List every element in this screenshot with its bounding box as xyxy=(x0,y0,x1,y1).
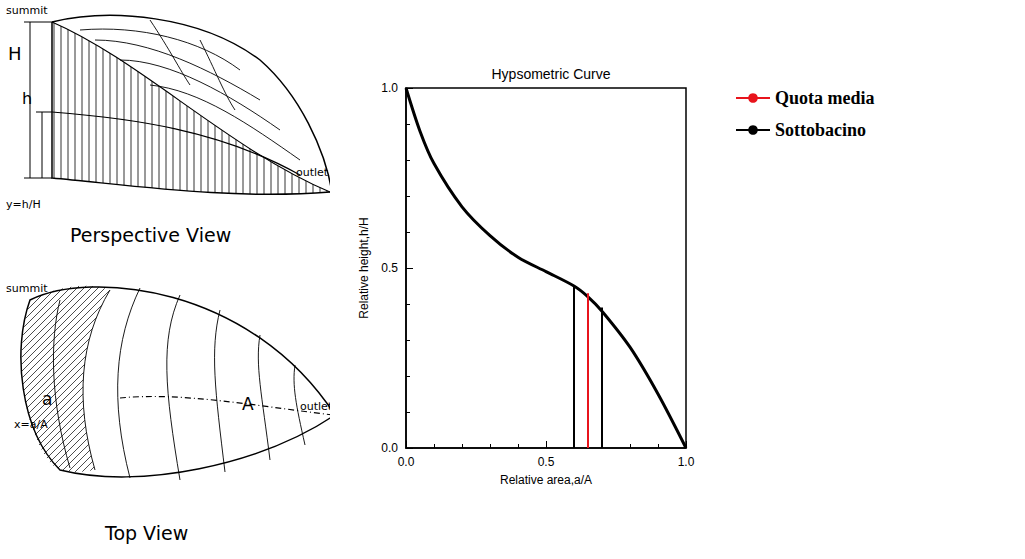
svg-text:Perspective View: Perspective View xyxy=(70,224,231,246)
svg-text:outlet: outlet xyxy=(300,400,333,413)
svg-text:1.0: 1.0 xyxy=(678,455,695,469)
svg-text:x=a/A: x=a/A xyxy=(14,418,48,431)
svg-text:0.5: 0.5 xyxy=(538,455,555,469)
svg-text:summit: summit xyxy=(6,4,48,17)
svg-text:1.0: 1.0 xyxy=(381,81,398,95)
svg-text:0.5: 0.5 xyxy=(381,261,398,275)
svg-text:Relative area,a/A: Relative area,a/A xyxy=(500,473,592,487)
svg-text:y=h/H: y=h/H xyxy=(6,198,41,211)
svg-text:Hypsometric Curve: Hypsometric Curve xyxy=(491,66,610,82)
svg-text:summit: summit xyxy=(6,282,48,295)
svg-text:Sottobacino: Sottobacino xyxy=(775,120,866,140)
svg-text:outlet: outlet xyxy=(296,166,329,179)
svg-text:H: H xyxy=(8,43,22,64)
svg-text:h: h xyxy=(22,89,32,108)
svg-text:a: a xyxy=(42,389,52,409)
svg-text:0.0: 0.0 xyxy=(398,455,415,469)
svg-text:Quota media: Quota media xyxy=(775,88,875,108)
svg-text:Top View: Top View xyxy=(104,522,188,544)
svg-text:Relative height,h/H: Relative height,h/H xyxy=(357,217,371,318)
svg-text:0.0: 0.0 xyxy=(381,441,398,455)
svg-text:A: A xyxy=(242,394,254,414)
